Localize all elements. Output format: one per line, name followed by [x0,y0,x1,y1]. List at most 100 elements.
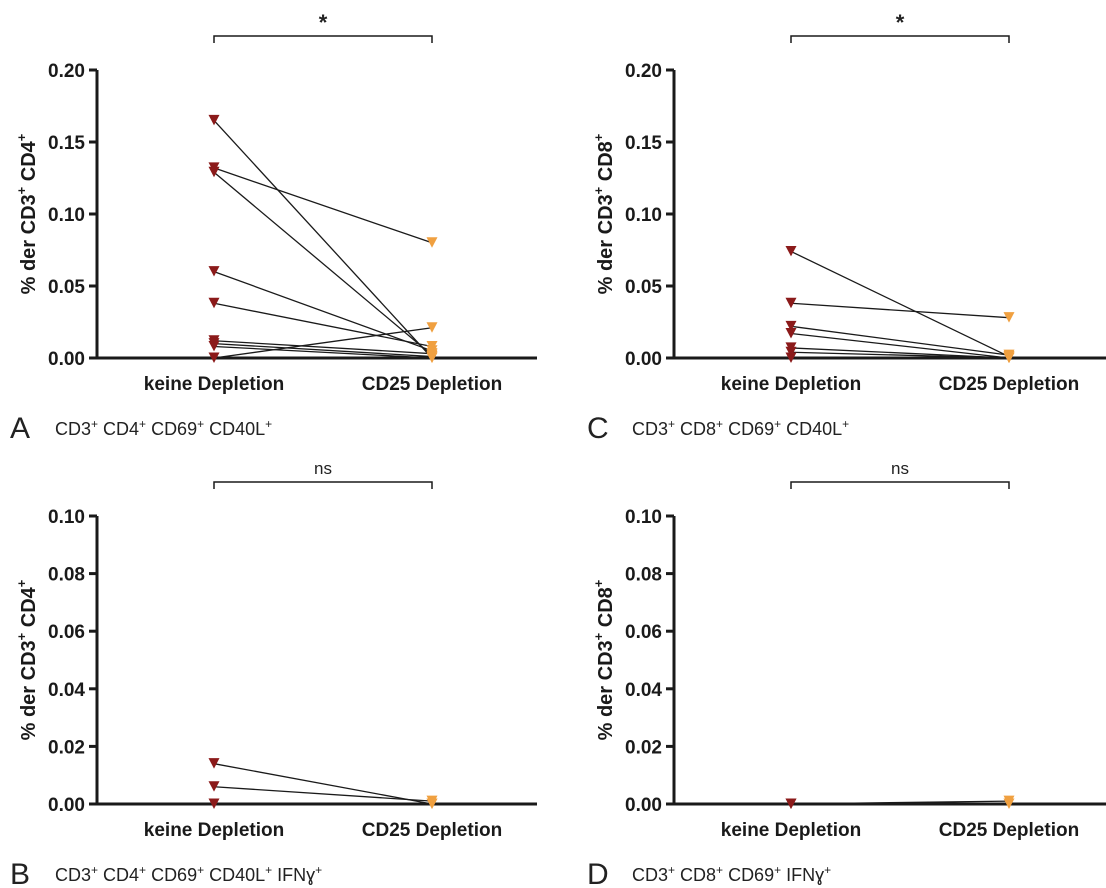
caption-sup: + [774,417,781,431]
y-tick-label: 0.05 [625,277,662,298]
panel-letter: A [10,412,30,445]
panel-letter: C [587,412,609,445]
y-axis-title-sup: + [591,632,606,640]
caption-text: CD40L [204,865,265,885]
paired-line [213,342,433,358]
y-axis-title-text: CD4 [18,586,40,632]
y-tick-label: 0.06 [48,622,85,643]
chart-panel-b: 0.00 0.02 0.04 0.06 0.08 0.10 keine Depletion C… [10,459,537,888]
y-axis-title-sup: + [591,133,606,141]
caption-text: IFNɣ [272,865,315,885]
caption-sup: + [774,863,781,877]
significance-bracket [213,35,433,43]
keine-depletion-point [208,297,220,309]
keine-depletion-point [208,758,220,769]
keine-depletion-point [785,346,797,358]
panel-letter: D [587,858,609,888]
caption-sup: + [315,863,322,877]
significance-bracket [213,481,433,489]
x-tick-label: CD25 Depletion [939,820,1079,841]
y-tick-label: 0.10 [625,507,662,528]
x-tick-label: CD25 Depletion [362,374,502,395]
y-tick-label: 0.08 [625,565,662,586]
panel-caption: CD3+ CD4+ CD69+ CD40L+ [55,417,272,439]
panel-caption: CD3+ CD4+ CD69+ CD40L+ IFNɣ+ [55,863,322,885]
caption-sup: + [265,863,272,877]
caption-text: CD69 [146,419,197,439]
keine-depletion-point [785,245,797,257]
caption-text: CD69 [146,865,197,885]
paired-line [213,327,433,359]
paired-line [790,351,1010,359]
cd25-depletion-point [1003,312,1015,323]
y-tick-label: 0.02 [48,737,85,758]
significance-bracket [790,481,1010,489]
y-axis-title-text: % der CD3 [595,640,617,740]
caption-sup: + [139,417,146,431]
caption-text: CD3 [632,865,668,885]
panel-letter: B [10,858,30,888]
y-tick-label: 0.05 [48,277,85,298]
y-axis-title-text: CD8 [595,141,617,187]
caption-text: CD4 [98,865,139,885]
y-tick-label: 0.20 [625,61,662,82]
caption-sup: + [265,417,272,431]
panel-caption: CD3+ CD8+ CD69+ IFNɣ+ [632,863,831,885]
y-axis-title: % der CD3+ CD4+ [14,579,40,740]
x-tick-label: keine Depletion [721,374,861,395]
y-tick-label: 0.10 [48,507,85,528]
y-tick-label: 0.00 [48,795,85,816]
y-tick-label: 0.02 [625,737,662,758]
caption-sup: + [197,863,204,877]
caption-sup: + [668,417,675,431]
keine-depletion-point [208,166,220,178]
keine-depletion-point [785,798,797,809]
y-tick-label: 0.06 [625,622,662,643]
paired-line [213,340,433,355]
caption-text: CD40L [781,419,842,439]
y-axis-title: % der CD3+ CD4+ [14,133,40,294]
x-tick-label: CD25 Depletion [939,374,1079,395]
y-tick-label: 0.10 [625,205,662,226]
y-axis-title-sup: + [14,133,29,141]
y-tick-label: 0.15 [48,133,85,154]
paired-line [790,302,1010,319]
caption-sup: + [91,863,98,877]
keine-depletion-point [785,320,797,332]
y-axis-title-sup: + [14,579,29,587]
significance-label: ns [891,459,909,478]
paired-line [213,171,433,356]
x-tick-label: keine Depletion [144,374,284,395]
keine-depletion-point [208,781,220,792]
y-tick-label: 0.00 [48,349,85,370]
y-axis-title-sup: + [591,579,606,587]
y-tick-label: 0.04 [625,680,662,701]
paired-line [213,119,433,359]
chart-panel-a: 0.00 0.05 0.10 0.15 0.20 keine Depletion CD25 … [10,10,537,445]
y-axis-title-text: % der CD3 [595,194,617,294]
paired-line [213,167,433,244]
caption-text: CD3 [55,419,91,439]
paired-line [213,345,433,359]
caption-sup: + [716,863,723,877]
cd25-depletion-point [426,798,438,809]
caption-text: CD3 [632,419,668,439]
caption-sup: + [842,417,849,431]
y-axis-title: % der CD3+ CD8+ [591,579,617,740]
caption-sup: + [716,417,723,431]
paired-line [790,250,1010,358]
panel-caption: CD3+ CD8+ CD69+ CD40L+ [632,417,849,439]
caption-text: CD8 [675,419,716,439]
keine-depletion-point [785,352,797,363]
y-axis-title-sup: + [591,186,606,194]
caption-text: CD40L [204,419,265,439]
y-axis-title-text: % der CD3 [18,640,40,740]
caption-text: IFNɣ [781,865,824,885]
caption-sup: + [668,863,675,877]
y-tick-label: 0.15 [625,133,662,154]
paired-line [213,763,433,805]
y-axis-title-text: % der CD3 [18,194,40,294]
caption-text: CD3 [55,865,91,885]
caption-sup: + [197,417,204,431]
y-tick-label: 0.20 [48,61,85,82]
